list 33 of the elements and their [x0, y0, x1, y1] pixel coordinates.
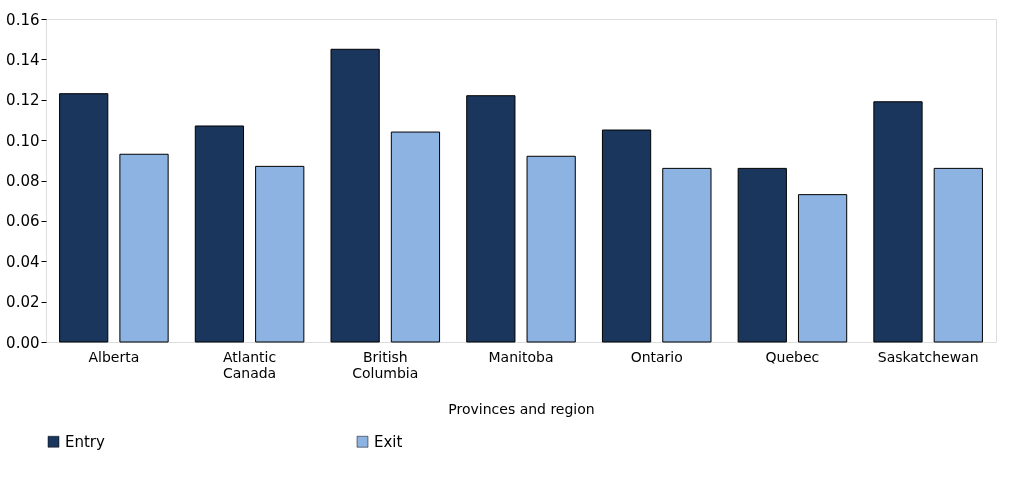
- bar: [119, 153, 169, 343]
- y-tick-label: 0.10: [6, 131, 40, 150]
- bar: [873, 101, 923, 343]
- bar: [601, 129, 652, 343]
- y-tick-label: 0.00: [6, 333, 40, 352]
- x-tick-label: British Columbia: [352, 348, 419, 381]
- bar: [255, 165, 305, 343]
- x-tick-label: Quebec: [765, 348, 820, 365]
- bar: [797, 194, 848, 343]
- x-tick-label: Ontario: [630, 348, 683, 365]
- y-tick-label: 0.16: [6, 10, 40, 29]
- bar: [662, 167, 712, 343]
- y-tick-label: 0.12: [6, 91, 40, 110]
- legend-label: Exit: [374, 432, 403, 451]
- x-tick-label: Saskatchewan: [877, 348, 979, 365]
- bar: [526, 155, 576, 343]
- bar: [59, 93, 109, 343]
- y-tick-label: 0.02: [6, 293, 40, 312]
- bar: [737, 167, 787, 343]
- x-tick-label: Alberta: [88, 348, 140, 365]
- x-axis-title: Provinces and region: [448, 400, 595, 417]
- y-tick-label: 0.04: [6, 252, 40, 271]
- bar: [330, 48, 380, 343]
- bar: [390, 131, 441, 343]
- y-tick-label: 0.14: [6, 50, 40, 69]
- legend-label: Entry: [65, 432, 106, 451]
- x-tick-label: Atlantic Canada: [222, 348, 277, 381]
- bar: [933, 167, 983, 343]
- bar: [466, 95, 516, 343]
- y-tick-label: 0.08: [6, 172, 40, 190]
- x-tick-label: Manitoba: [488, 348, 554, 365]
- y-tick-label: 0.06: [6, 212, 40, 231]
- bar: [194, 125, 245, 343]
